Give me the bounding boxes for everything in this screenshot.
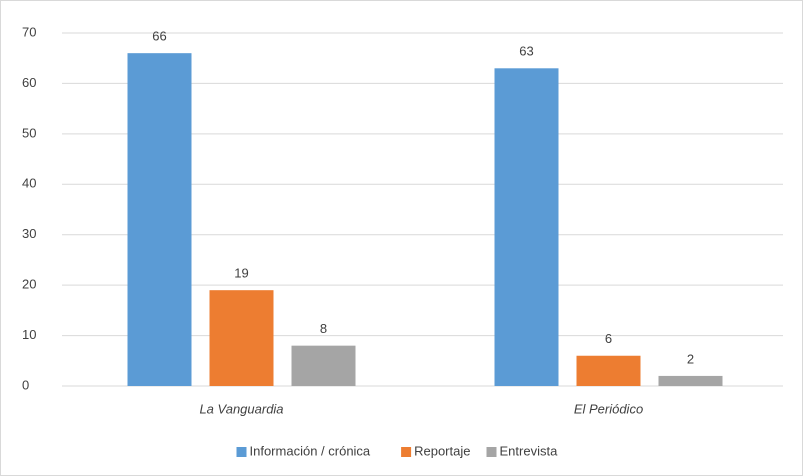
y-tick-label: 50 (22, 125, 36, 140)
y-tick-label: 40 (22, 176, 36, 191)
data-label: 66 (152, 29, 166, 44)
bar (576, 355, 641, 386)
data-label: 63 (519, 44, 533, 59)
legend-swatch (236, 447, 247, 457)
legend-swatch (401, 447, 412, 457)
y-tick-label: 10 (22, 327, 36, 342)
data-label: 19 (234, 266, 248, 281)
legend-label: Entrevista (500, 443, 559, 458)
legend-label: Reportaje (414, 443, 470, 458)
y-tick-label: 70 (22, 24, 36, 39)
x-tick-label: La Vanguardia (199, 401, 283, 416)
bar (494, 68, 559, 387)
legend-swatch (486, 447, 497, 457)
data-label: 2 (687, 351, 694, 366)
data-label: 6 (605, 331, 612, 346)
data-label: 8 (320, 321, 327, 336)
legend-label: Información / crónica (250, 443, 371, 458)
bar (658, 375, 723, 386)
x-tick-label: El Periódico (574, 401, 643, 416)
bar (127, 53, 192, 387)
bar (291, 345, 356, 386)
y-tick-label: 30 (22, 226, 36, 241)
y-tick-label: 20 (22, 277, 36, 292)
y-tick-label: 0 (22, 377, 29, 392)
y-tick-label: 60 (22, 75, 36, 90)
bar (209, 290, 274, 386)
